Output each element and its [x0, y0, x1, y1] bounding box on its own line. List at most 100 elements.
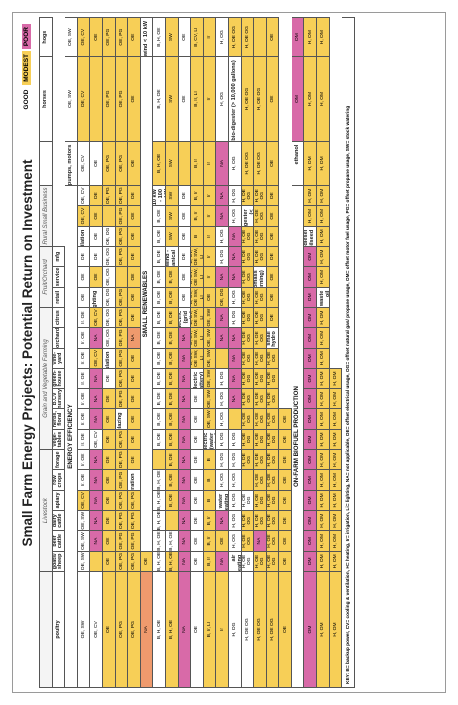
- table-cell: H, OM: [304, 55, 318, 141]
- table-cell: Ir. OE: [77, 367, 91, 388]
- table-cell: OE: [128, 387, 141, 408]
- table-cell: H, OE OG: [254, 408, 267, 429]
- table-cell: B, CV, OE SW, LI: [191, 326, 204, 348]
- table-cell: OE: [191, 408, 204, 429]
- table-cell: OE, CV: [77, 204, 91, 226]
- table-cell: B, OE: [165, 265, 179, 287]
- table-cell: B, OE: [165, 306, 179, 327]
- table-cell: NA: [178, 428, 192, 449]
- table-cell: Ir: [203, 265, 217, 287]
- table-cell: [178, 140, 192, 185]
- column-header: [40, 140, 53, 185]
- table-cell: B, H, OE: [153, 489, 166, 510]
- table-cell: H, OM: [329, 428, 343, 449]
- table-cell: B, OE: [165, 387, 179, 408]
- table-cell: OE, CV: [77, 16, 91, 56]
- table-cell: OE: [266, 16, 280, 56]
- table-cell: B, Ir: [203, 529, 217, 551]
- table-cell: OE: [178, 286, 192, 307]
- table-cell: [153, 448, 166, 469]
- table-cell: H, OE OG: [241, 55, 255, 141]
- table-cell: B, CV, LI: [191, 16, 204, 56]
- table-cell: H, OE OG: [241, 570, 255, 687]
- table-cell: NA: [178, 408, 192, 429]
- table-cell: H, OE OG: [266, 428, 280, 449]
- table-cell: NA: [178, 326, 192, 348]
- table-cell: B, H, OE: [165, 570, 179, 687]
- table-cell: H, OM: [317, 16, 330, 56]
- table-cell: NA: [90, 326, 103, 348]
- table-cell: Ir: [203, 225, 217, 246]
- table-cell: H, OE OG: [241, 140, 255, 185]
- table-cell: OE: [102, 509, 116, 530]
- table-cell: OE, PG: [115, 448, 129, 469]
- table-cell: [90, 550, 103, 571]
- table-cell: OE: [128, 204, 141, 226]
- table-cell: H, OE OG: [254, 306, 267, 327]
- table-cell: H, OE OG: [254, 550, 267, 571]
- row-label: solar water heating: [216, 489, 229, 510]
- table-cell: OE: [90, 265, 103, 287]
- column-header: green- house: [52, 367, 66, 388]
- table-cell: H, OM: [317, 529, 330, 551]
- table-cell: OE: [266, 225, 280, 246]
- table-cell: B, H, OE: [165, 529, 179, 551]
- row-label: biomass (burning): [254, 265, 267, 287]
- table-cell: NA: [178, 509, 192, 530]
- table-cell: OE: [266, 140, 280, 185]
- table-cell: OE, PG: [115, 570, 129, 687]
- table-cell: B, Ir: [191, 184, 204, 205]
- table-cell: H, OM: [329, 489, 343, 510]
- table-cell: NA: [90, 367, 103, 388]
- table-cell: OE: [102, 468, 116, 490]
- table-cell: B, CV, OE SW, LI: [191, 265, 204, 287]
- table-cell: OE: [102, 387, 116, 408]
- table-cell: H, OM: [317, 367, 330, 388]
- table-cell: H, OG: [216, 428, 229, 449]
- table-cell: NA: [228, 387, 242, 408]
- table-cell: OE: [203, 286, 217, 307]
- table-cell: H, OE OG: [241, 245, 255, 266]
- table-cell: OE: [128, 265, 141, 287]
- table-cell: H, OE OG: [241, 265, 255, 287]
- table-cell: NA: [178, 367, 192, 388]
- table-cell: H, OM: [317, 204, 330, 226]
- table-cell: OE: [191, 428, 204, 449]
- table-cell: NA: [228, 367, 242, 388]
- column-header: mfg: [52, 245, 66, 266]
- key-footnote: KEY: B= backup power, CV= cooling & vent…: [342, 16, 355, 687]
- table-cell: B, OE: [165, 367, 179, 388]
- table-cell: B, OE: [153, 225, 166, 246]
- table-cell: H, OG: [228, 428, 242, 449]
- rotated-table-stage: Small Farm Energy Projects: Potential Re…: [17, 16, 441, 688]
- table-cell: OE: [191, 570, 204, 687]
- table-cell: B, OE: [153, 245, 166, 266]
- table-cell: OE: [178, 55, 192, 141]
- group-header: Rural Small Business: [40, 184, 53, 246]
- row-label: solar air heating: [228, 550, 242, 571]
- table-cell: B, OE: [153, 306, 166, 327]
- table-cell: H, OE OG: [254, 387, 267, 408]
- row-label: bio-digester (> 10,000 gallons): [228, 55, 242, 141]
- table-cell: B, H, OE: [153, 16, 166, 56]
- table-cell: H, OG: [228, 570, 242, 687]
- table-cell: OE: [191, 489, 204, 510]
- table-cell: H, OE OG: [254, 468, 267, 490]
- table-cell: OE: [128, 286, 141, 307]
- table-cell: H, OE OG: [254, 448, 267, 469]
- table-cell: H, OE OG: [254, 204, 267, 226]
- table-cell: OE, CV: [90, 306, 103, 327]
- table-cell: H, OE OG: [266, 367, 280, 388]
- table-cell: H, OE OG: [266, 448, 280, 469]
- table-cell: H, OM: [329, 529, 343, 551]
- table-cell: B, OE: [153, 367, 166, 388]
- table-cell: H, OE OG: [241, 286, 255, 307]
- table-cell: H, OM: [317, 306, 330, 327]
- table-cell: OM: [304, 265, 318, 287]
- table-cell: OM: [291, 55, 305, 141]
- table-cell: H, OG: [228, 306, 242, 327]
- column-header: dairy cattle: [52, 509, 66, 530]
- row-label: lighting: [90, 286, 103, 307]
- table-cell: [102, 204, 116, 226]
- table-cell: OM: [304, 529, 318, 551]
